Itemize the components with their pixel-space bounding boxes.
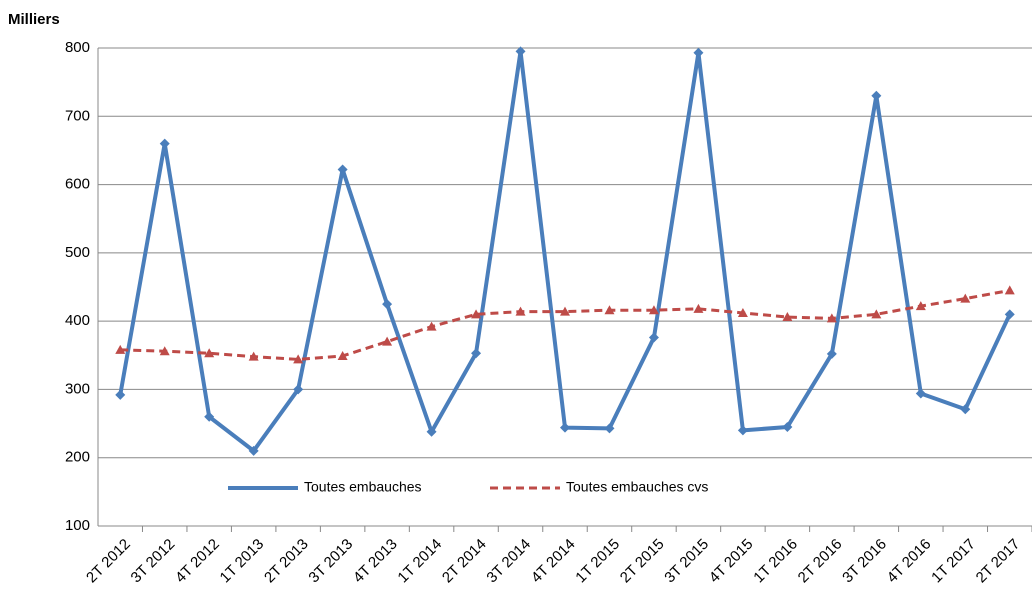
marker (915, 301, 926, 311)
marker (782, 312, 793, 322)
y-axis-label: Milliers (8, 11, 60, 28)
marker (293, 354, 304, 364)
legend-label: Toutes embauches cvs (566, 479, 708, 495)
y-tick-label: 600 (65, 176, 90, 193)
x-tick-label: 2T 2013 (261, 536, 312, 587)
x-tick-label: 1T 2014 (394, 536, 445, 587)
marker (693, 47, 704, 58)
y-tick-label: 300 (65, 380, 90, 397)
marker (604, 305, 615, 315)
marker (337, 350, 348, 360)
marker (782, 421, 793, 432)
y-tick-label: 800 (65, 39, 90, 56)
marker (648, 332, 659, 343)
x-tick-label: 3T 2014 (483, 536, 534, 587)
x-tick-label: 4T 2015 (706, 536, 757, 587)
marker (560, 306, 570, 316)
marker (471, 348, 482, 359)
x-tick-label: 2T 2012 (83, 536, 134, 587)
x-tick-label: 2T 2016 (795, 536, 846, 587)
marker (604, 423, 615, 434)
marker (871, 90, 882, 101)
x-tick-label: 4T 2014 (528, 536, 579, 587)
x-tick-label: 1T 2013 (217, 536, 268, 587)
marker (426, 426, 437, 437)
x-tick-label: 1T 2017 (928, 536, 979, 587)
marker (115, 344, 126, 354)
marker (826, 348, 837, 359)
marker (915, 388, 926, 399)
series-line (120, 288, 1011, 361)
marker (515, 306, 526, 316)
x-tick-label: 2T 2017 (973, 536, 1024, 587)
marker (204, 411, 215, 422)
x-tick-label: 3T 2012 (128, 536, 179, 587)
marker (159, 138, 170, 149)
y-tick-label: 500 (65, 244, 90, 261)
marker (293, 384, 304, 395)
y-tick-label: 400 (65, 312, 90, 329)
marker (515, 46, 526, 57)
x-tick-label: 3T 2015 (661, 536, 712, 587)
x-tick-label: 4T 2012 (172, 536, 223, 587)
x-tick-label: 4T 2013 (350, 536, 401, 587)
marker (248, 445, 259, 456)
y-tick-label: 100 (65, 517, 90, 534)
x-tick-label: 3T 2016 (839, 536, 890, 587)
marker (248, 351, 259, 361)
marker (426, 321, 437, 331)
x-tick-label: 2T 2015 (617, 536, 668, 587)
y-tick-label: 200 (65, 449, 90, 466)
marker (471, 309, 482, 319)
marker (737, 307, 748, 317)
marker (115, 389, 126, 400)
marker (204, 348, 215, 358)
series-line (118, 49, 1012, 453)
marker (737, 425, 748, 436)
marker (648, 305, 659, 315)
marker (382, 299, 393, 310)
marker (960, 293, 971, 303)
x-tick-label: 4T 2016 (884, 536, 935, 587)
marker (1004, 309, 1015, 320)
x-tick-label: 2T 2014 (439, 536, 490, 587)
y-tick-label: 700 (65, 107, 90, 124)
marker (560, 422, 570, 433)
x-tick-label: 1T 2016 (750, 536, 801, 587)
marker (960, 404, 971, 415)
marker (1004, 285, 1015, 295)
marker (159, 346, 170, 356)
marker (826, 313, 837, 323)
legend-label: Toutes embauches (304, 479, 422, 495)
x-tick-label: 3T 2013 (305, 536, 356, 587)
marker (871, 309, 882, 319)
marker (337, 164, 348, 175)
marker (382, 336, 393, 346)
marker (693, 303, 704, 313)
x-tick-label: 1T 2015 (572, 536, 623, 587)
